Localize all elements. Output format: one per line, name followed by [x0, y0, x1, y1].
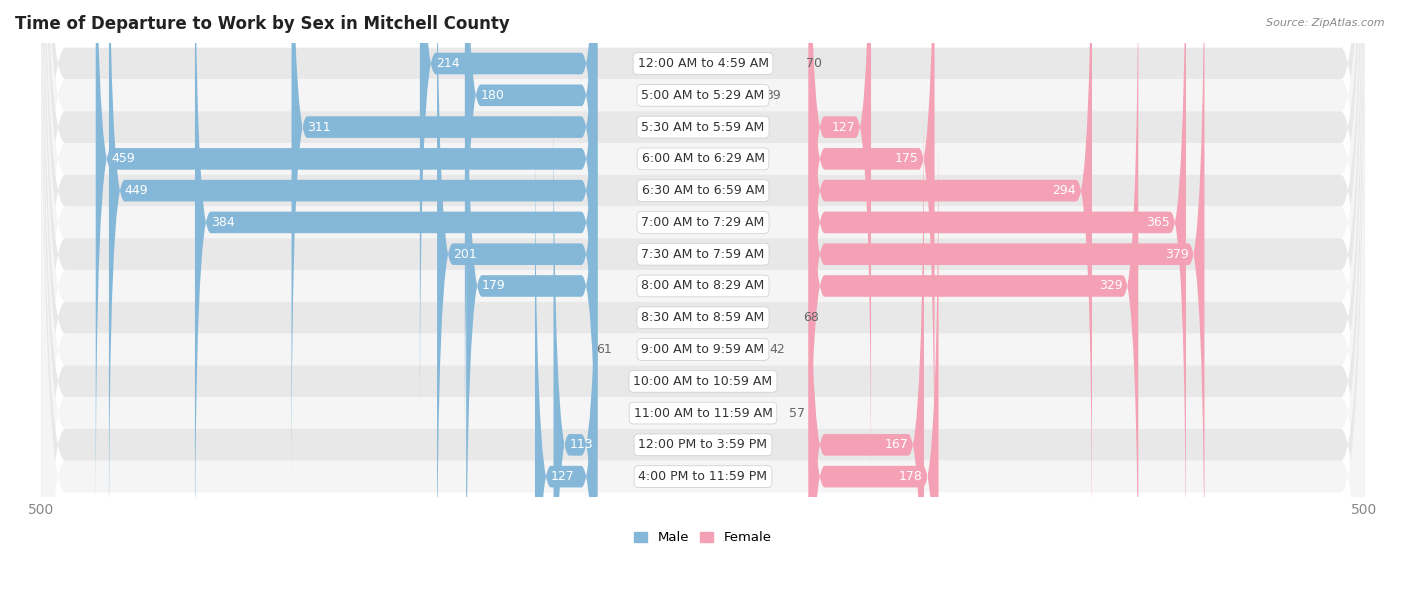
Text: 294: 294 — [1053, 184, 1076, 197]
FancyBboxPatch shape — [808, 0, 1092, 561]
Text: 175: 175 — [894, 152, 918, 165]
Text: 449: 449 — [125, 184, 149, 197]
Text: 57: 57 — [789, 406, 806, 419]
Text: 311: 311 — [308, 121, 330, 134]
FancyBboxPatch shape — [808, 0, 1139, 595]
FancyBboxPatch shape — [41, 0, 1365, 595]
FancyBboxPatch shape — [808, 0, 872, 497]
Text: 8:00 AM to 8:29 AM: 8:00 AM to 8:29 AM — [641, 280, 765, 293]
FancyBboxPatch shape — [808, 0, 1205, 595]
FancyBboxPatch shape — [108, 0, 598, 561]
Text: 459: 459 — [111, 152, 135, 165]
Text: 201: 201 — [453, 248, 477, 261]
FancyBboxPatch shape — [808, 0, 935, 530]
FancyBboxPatch shape — [41, 0, 1365, 595]
FancyBboxPatch shape — [808, 106, 939, 595]
FancyBboxPatch shape — [41, 0, 1365, 595]
FancyBboxPatch shape — [41, 0, 1365, 595]
Text: 18: 18 — [737, 375, 754, 388]
Text: 10:00 AM to 10:59 AM: 10:00 AM to 10:59 AM — [634, 375, 772, 388]
Text: 127: 127 — [831, 121, 855, 134]
FancyBboxPatch shape — [41, 0, 1365, 595]
Text: 180: 180 — [481, 89, 505, 102]
Text: Source: ZipAtlas.com: Source: ZipAtlas.com — [1267, 18, 1385, 28]
Text: 4:00 PM to 11:59 PM: 4:00 PM to 11:59 PM — [638, 470, 768, 483]
Text: 39: 39 — [765, 89, 780, 102]
Text: 11:00 AM to 11:59 AM: 11:00 AM to 11:59 AM — [634, 406, 772, 419]
Text: 384: 384 — [211, 216, 235, 229]
Legend: Male, Female: Male, Female — [628, 526, 778, 550]
Text: 6:30 AM to 6:59 AM: 6:30 AM to 6:59 AM — [641, 184, 765, 197]
Text: 379: 379 — [1164, 248, 1188, 261]
Text: 70: 70 — [806, 57, 823, 70]
FancyBboxPatch shape — [808, 0, 1185, 593]
Text: 12:00 AM to 4:59 AM: 12:00 AM to 4:59 AM — [637, 57, 769, 70]
FancyBboxPatch shape — [534, 106, 598, 595]
Text: 178: 178 — [898, 470, 922, 483]
Text: 8:30 AM to 8:59 AM: 8:30 AM to 8:59 AM — [641, 311, 765, 324]
Text: 127: 127 — [551, 470, 575, 483]
FancyBboxPatch shape — [808, 74, 924, 595]
FancyBboxPatch shape — [291, 0, 598, 497]
FancyBboxPatch shape — [96, 0, 598, 530]
FancyBboxPatch shape — [41, 0, 1365, 595]
Text: 365: 365 — [1146, 216, 1170, 229]
FancyBboxPatch shape — [41, 0, 1365, 595]
FancyBboxPatch shape — [41, 0, 1365, 595]
Text: 2: 2 — [682, 406, 690, 419]
Text: 179: 179 — [482, 280, 506, 293]
FancyBboxPatch shape — [41, 0, 1365, 595]
FancyBboxPatch shape — [41, 0, 1365, 595]
Text: 7:00 AM to 7:29 AM: 7:00 AM to 7:29 AM — [641, 216, 765, 229]
Text: 113: 113 — [569, 439, 593, 452]
FancyBboxPatch shape — [41, 0, 1365, 595]
Text: 214: 214 — [436, 57, 460, 70]
Text: 7:30 AM to 7:59 AM: 7:30 AM to 7:59 AM — [641, 248, 765, 261]
Text: 6:00 AM to 6:29 AM: 6:00 AM to 6:29 AM — [641, 152, 765, 165]
Text: 12:00 PM to 3:59 PM: 12:00 PM to 3:59 PM — [638, 439, 768, 452]
Text: 61: 61 — [596, 343, 612, 356]
Text: 9:00 AM to 9:59 AM: 9:00 AM to 9:59 AM — [641, 343, 765, 356]
Text: 30: 30 — [637, 311, 652, 324]
Text: 5:00 AM to 5:29 AM: 5:00 AM to 5:29 AM — [641, 89, 765, 102]
FancyBboxPatch shape — [465, 0, 598, 466]
Text: 5:30 AM to 5:59 AM: 5:30 AM to 5:59 AM — [641, 121, 765, 134]
FancyBboxPatch shape — [554, 74, 598, 595]
FancyBboxPatch shape — [437, 0, 598, 595]
FancyBboxPatch shape — [41, 0, 1365, 595]
FancyBboxPatch shape — [195, 0, 598, 593]
FancyBboxPatch shape — [41, 0, 1365, 595]
FancyBboxPatch shape — [467, 0, 598, 595]
Text: 6: 6 — [676, 375, 685, 388]
FancyBboxPatch shape — [41, 0, 1365, 595]
Text: 329: 329 — [1099, 280, 1122, 293]
Text: 68: 68 — [804, 311, 820, 324]
Text: Time of Departure to Work by Sex in Mitchell County: Time of Departure to Work by Sex in Mitc… — [15, 15, 510, 33]
FancyBboxPatch shape — [420, 0, 598, 434]
Text: 42: 42 — [769, 343, 785, 356]
Text: 167: 167 — [884, 439, 908, 452]
